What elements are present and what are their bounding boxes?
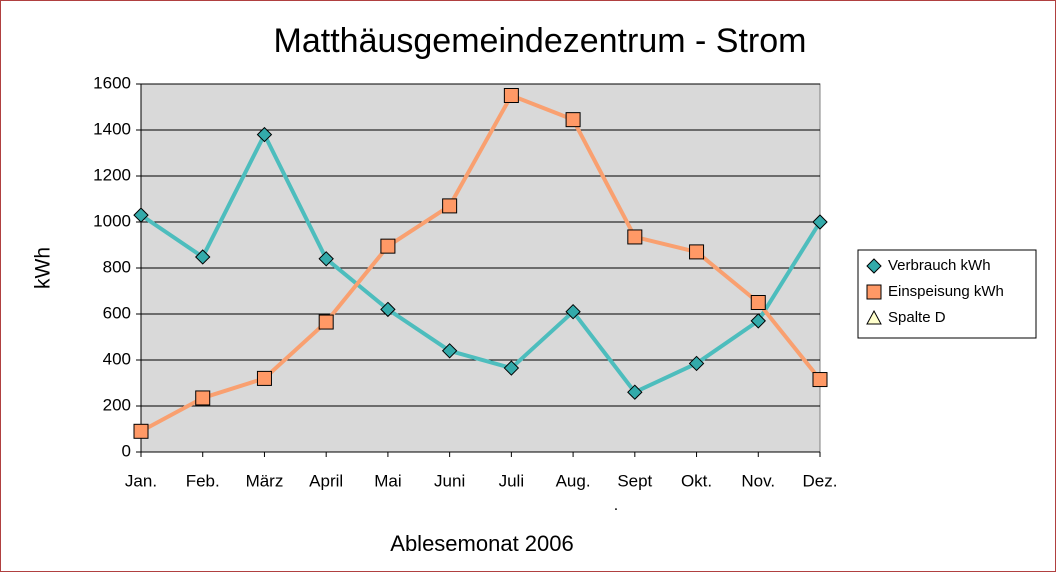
legend-marker [866,284,882,300]
data-point [688,355,705,372]
x-tick-label: April [309,471,343,490]
data-point [441,343,458,359]
data-point [627,384,643,400]
x-tick-label: Feb. [186,471,220,490]
y-tick-label: 1200 [93,165,131,184]
data-point [812,214,828,230]
data-point [133,423,149,439]
y-tick-label: 400 [103,349,131,368]
series-line [139,132,822,395]
data-point [318,251,334,267]
y-axis-label: kWh [32,247,55,289]
chart-title: Matthäusgemeindezentrum - Strom [274,22,807,60]
data-point [689,244,705,260]
legend-label: Spalte D [888,309,946,326]
y-tick-label: 200 [103,395,131,414]
data-point [812,372,828,388]
data-point [442,198,458,214]
data-point [627,229,643,245]
data-point [750,313,766,329]
y-tick-label: 800 [103,257,131,276]
y-tick-label: 600 [103,303,131,322]
x-tick-label: Juni [434,471,465,490]
data-point [195,249,211,265]
legend-marker [866,309,882,325]
data-point [750,295,766,310]
x-tick-label: Okt. [681,471,712,490]
legend-box [857,249,1037,339]
x-tick-label: Jan. [125,471,157,490]
x-tick-label: Sept [617,471,652,490]
x-tick-label: Aug. [556,471,591,490]
series-line [140,93,822,434]
y-tick-label: 0 [122,441,131,460]
annotation: . [614,497,618,514]
y-tick-label: 1600 [93,73,131,92]
legend-label: Verbrauch kWh [888,257,991,274]
x-tick-label: März [246,471,284,490]
data-point [256,126,273,143]
x-tick-label: Mai [374,471,401,490]
data-point [256,370,272,386]
x-tick-label: Dez. [803,471,838,490]
data-point [318,314,334,330]
data-point [195,390,211,406]
data-point [380,301,396,318]
data-point [503,360,520,376]
data-point [380,238,396,254]
data-point [565,112,581,128]
data-point [565,303,581,320]
y-tick-label: 1000 [93,211,131,230]
data-point [133,207,149,223]
data-point [503,88,519,103]
x-tick-label: Nov. [741,471,775,490]
x-tick-label: Juli [499,471,525,490]
y-tick-label: 1400 [93,119,131,138]
legend-label: Einspeisung kWh [888,283,1004,300]
legend-marker [866,258,882,274]
x-axis-label: Ablesemonat 2006 [390,531,573,556]
